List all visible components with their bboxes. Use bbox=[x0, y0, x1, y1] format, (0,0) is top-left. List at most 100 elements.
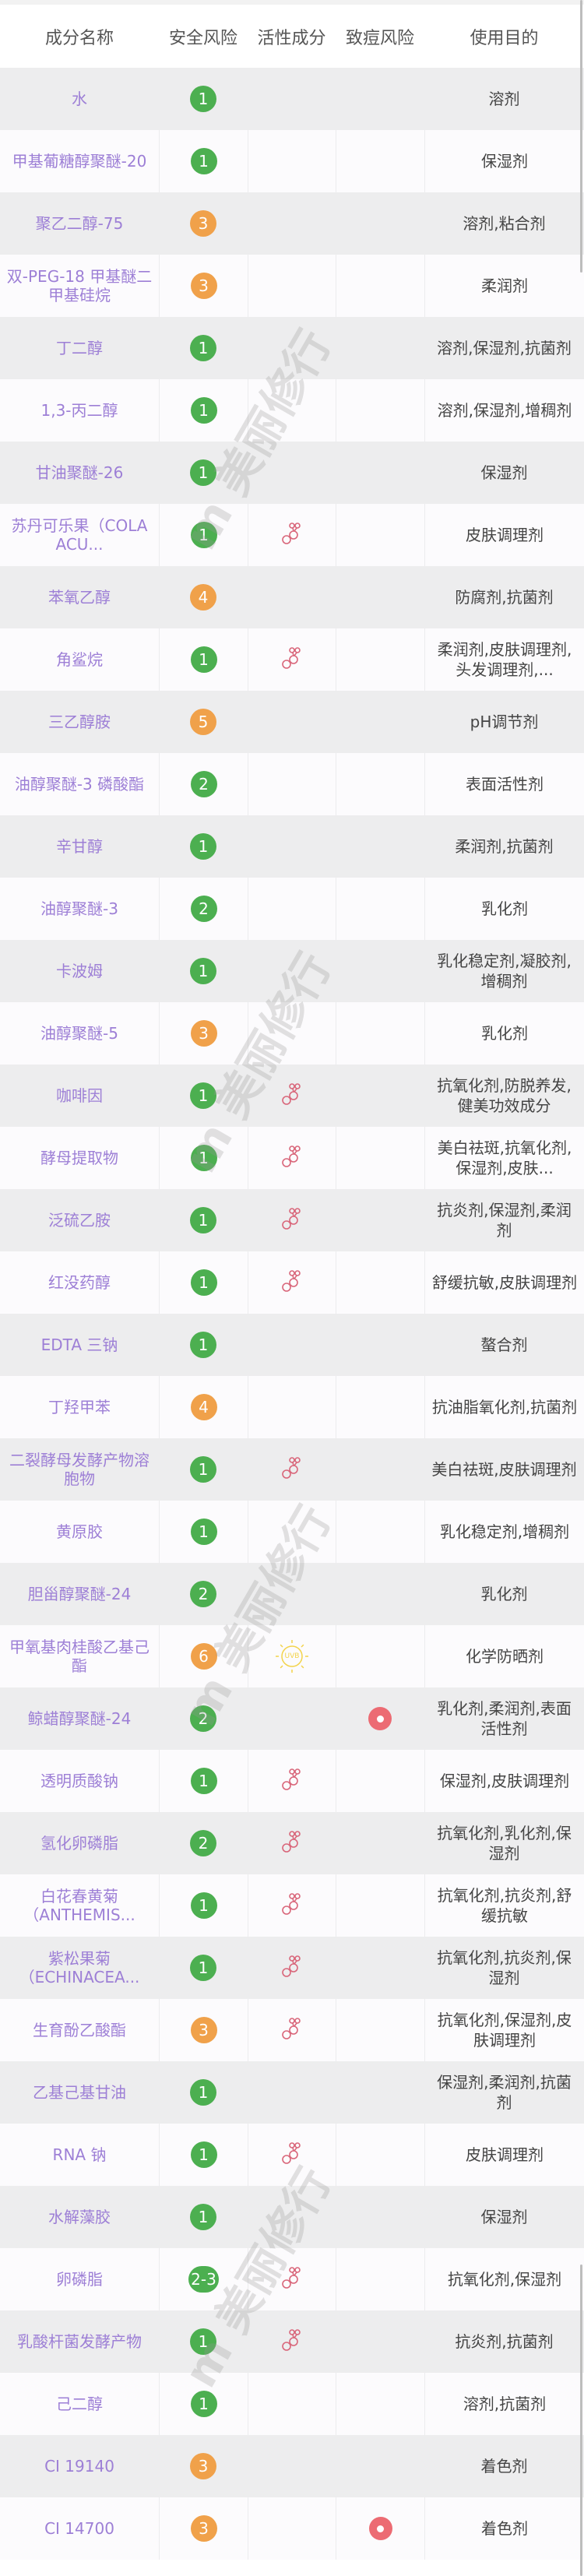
ingredient-name[interactable]: 甲基葡糖醇聚醚-20 bbox=[12, 152, 147, 171]
safety-risk-badge: 3 bbox=[190, 273, 217, 299]
ingredient-name[interactable]: 双-PEG-18 甲基醚二甲基硅烷 bbox=[6, 267, 153, 304]
table-row[interactable]: 酵母提取物 1 美白祛斑,抗氧化剂,保湿剂,皮肤... bbox=[0, 1127, 584, 1189]
table-row[interactable]: CI 14700 3 着色剂 bbox=[0, 2497, 584, 2560]
ingredient-name[interactable]: 鲸蜡醇聚醚-24 bbox=[27, 1709, 132, 1728]
table-row[interactable]: 油醇聚醚-3 磷酸酯 2 表面活性剂 bbox=[0, 753, 584, 815]
header-ingredient-name[interactable]: 成分名称 bbox=[44, 28, 114, 48]
ingredient-name[interactable]: 甲氧基肉桂酸乙基己酯 bbox=[9, 1638, 150, 1675]
ingredient-name[interactable]: 乙基己基甘油 bbox=[33, 2083, 126, 2102]
ingredient-name[interactable]: 二裂酵母发酵产物溶胞物 bbox=[9, 1451, 150, 1488]
table-row[interactable]: EDTA 三钠 1 螯合剂 bbox=[0, 1314, 584, 1376]
ingredient-name[interactable]: 油醇聚醚-3 bbox=[40, 899, 118, 918]
header-acne-risk[interactable]: 致痘风险 bbox=[345, 28, 414, 48]
table-row[interactable]: 丁二醇 1 溶剂,保湿剂,抗菌剂 bbox=[0, 317, 584, 379]
ingredient-name[interactable]: 甘油聚醚-26 bbox=[35, 463, 124, 482]
table-row[interactable]: 甲氧基肉桂酸乙基己酯 6 UVB 化学防晒剂 bbox=[0, 1625, 584, 1687]
table-row[interactable]: 生育酚乙酸酯 3 抗氧化剂,保湿剂,皮肤调理剂 bbox=[0, 1999, 584, 2061]
table-row[interactable]: 甲基葡糖醇聚醚-20 1 保湿剂 bbox=[0, 130, 584, 192]
ingredient-name[interactable]: 红没药醇 bbox=[48, 1273, 111, 1292]
table-row[interactable]: 卵磷脂 2-3 抗氧化剂,保湿剂 bbox=[0, 2248, 584, 2310]
ingredient-name[interactable]: 己二醇 bbox=[56, 2395, 103, 2413]
table-row[interactable]: 卡波姆 1 乳化稳定剂,凝胶剂,增稠剂 bbox=[0, 940, 584, 1002]
table-row[interactable]: 己二醇 1 溶剂,抗菌剂 bbox=[0, 2373, 584, 2435]
ingredient-name[interactable]: 紫松果菊（ECHINACEA... bbox=[19, 1949, 140, 1987]
table-row[interactable]: 紫松果菊（ECHINACEA... 1 抗氧化剂,抗炎剂,保湿剂 bbox=[0, 1937, 584, 1999]
uvb-label: UVB bbox=[284, 1652, 300, 1660]
table-row[interactable]: 丁羟甲苯 4 抗油脂氧化剂,抗菌剂 bbox=[0, 1376, 584, 1438]
safety-cell: 2 bbox=[159, 878, 248, 940]
active-cell bbox=[248, 2373, 336, 2435]
table-row[interactable]: 油醇聚醚-5 3 乳化剂 bbox=[0, 1002, 584, 1065]
ingredient-name[interactable]: 水解藻胶 bbox=[48, 2208, 111, 2226]
ingredient-name[interactable]: 白花春黄菊（ANTHEMIS... bbox=[23, 1887, 135, 1924]
table-row[interactable]: 胆甾醇聚醚-24 2 乳化剂 bbox=[0, 1563, 584, 1625]
table-row[interactable]: 三乙醇胺 5 pH调节剂 bbox=[0, 691, 584, 753]
ingredient-name[interactable]: 透明质酸钠 bbox=[40, 1772, 118, 1790]
ingredient-name[interactable]: 角鲨烷 bbox=[56, 650, 103, 669]
table-row[interactable]: 辛甘醇 1 柔润剂,抗菌剂 bbox=[0, 815, 584, 878]
header-safety-risk[interactable]: 安全风险 bbox=[168, 28, 237, 48]
ingredient-name[interactable]: 聚乙二醇-75 bbox=[35, 214, 124, 233]
ingredient-name[interactable]: 丁羟甲苯 bbox=[48, 1398, 111, 1416]
header-active-ingredient[interactable]: 活性成分 bbox=[257, 28, 326, 48]
table-row[interactable]: 氢化卵磷脂 2 抗氧化剂,乳化剂,保湿剂 bbox=[0, 1812, 584, 1874]
table-row[interactable]: 水解藻胶 1 保湿剂 bbox=[0, 2186, 584, 2248]
header-usage-purpose[interactable]: 使用目的 bbox=[470, 28, 539, 48]
safety-cell: 1 bbox=[159, 2061, 248, 2124]
table-row[interactable]: 黄原胶 1 乳化稳定剂,增稠剂 bbox=[0, 1501, 584, 1563]
table-row[interactable]: 鲸蜡醇聚醚-24 2 乳化剂,柔润剂,表面活性剂 bbox=[0, 1687, 584, 1750]
table-row[interactable]: 乙基己基甘油 1 保湿剂,柔润剂,抗菌剂 bbox=[0, 2061, 584, 2124]
ingredient-name[interactable]: 1,3-丙二醇 bbox=[40, 401, 118, 420]
table-row[interactable]: RNA 钠 1 皮肤调理剂 bbox=[0, 2124, 584, 2186]
ingredient-name[interactable]: CI 14700 bbox=[44, 2519, 114, 2538]
ingredient-name[interactable]: 咖啡因 bbox=[56, 1086, 103, 1105]
ingredient-name[interactable]: 苯氧乙醇 bbox=[48, 588, 111, 607]
safety-cell: 1 bbox=[159, 1065, 248, 1127]
ingredient-name[interactable]: 水 bbox=[72, 90, 87, 108]
ingredient-name[interactable]: 苏丹可乐果（COLA ACU... bbox=[11, 516, 148, 554]
table-row[interactable]: CI 19140 3 着色剂 bbox=[0, 2435, 584, 2497]
ingredient-name[interactable]: 酵母提取物 bbox=[40, 1149, 118, 1167]
scrollbar-lower[interactable] bbox=[580, 2265, 582, 2576]
ingredient-name[interactable]: RNA 钠 bbox=[52, 2145, 107, 2164]
table-row[interactable]: 咖啡因 1 抗氧化剂,防脱养发,健美功效成分 bbox=[0, 1065, 584, 1127]
table-row[interactable]: 白花春黄菊（ANTHEMIS... 1 抗氧化剂,抗炎剂,舒缓抗敏 bbox=[0, 1874, 584, 1937]
acne-cell bbox=[336, 1687, 424, 1750]
table-row[interactable]: 双-PEG-18 甲基醚二甲基硅烷 3 柔润剂 bbox=[0, 255, 584, 317]
table-row[interactable]: 水 1 溶剂 bbox=[0, 68, 584, 130]
scrollbar[interactable] bbox=[580, 0, 582, 273]
safety-risk-badge: 2 bbox=[190, 1705, 216, 1732]
table-row[interactable]: 红没药醇 1 舒缓抗敏,皮肤调理剂 bbox=[0, 1251, 584, 1314]
table-row[interactable]: 苯氧乙醇 4 防腐剂,抗菌剂 bbox=[0, 566, 584, 628]
usage-text: 皮肤调理剂 bbox=[466, 526, 544, 544]
ingredient-name[interactable]: 油醇聚醚-3 磷酸酯 bbox=[14, 775, 145, 794]
ingredient-name[interactable]: 胆甾醇聚醚-24 bbox=[27, 1585, 132, 1603]
table-row[interactable]: 透明质酸钠 1 保湿剂,皮肤调理剂 bbox=[0, 1750, 584, 1812]
ingredient-name[interactable]: 生育酚乙酸酯 bbox=[33, 2021, 126, 2039]
table-row[interactable]: 甘油聚醚-26 1 保湿剂 bbox=[0, 442, 584, 504]
ingredient-name[interactable]: CI 19140 bbox=[44, 2457, 114, 2476]
table-row[interactable]: 泛硫乙胺 1 抗炎剂,保湿剂,柔润剂 bbox=[0, 1189, 584, 1251]
table-row[interactable]: 聚乙二醇-75 3 溶剂,粘合剂 bbox=[0, 192, 584, 255]
table-row[interactable]: 1,3-丙二醇 1 溶剂,保湿剂,增稠剂 bbox=[0, 379, 584, 442]
ingredient-name[interactable]: EDTA 三钠 bbox=[40, 1336, 118, 1354]
ingredient-name[interactable]: 泛硫乙胺 bbox=[48, 1211, 111, 1230]
ingredient-name[interactable]: 黄原胶 bbox=[56, 1522, 103, 1541]
table-row[interactable]: 油醇聚醚-3 2 乳化剂 bbox=[0, 878, 584, 940]
ingredient-name[interactable]: 丁二醇 bbox=[56, 339, 103, 357]
table-row[interactable]: 乳酸杆菌发酵产物 1 抗炎剂,抗菌剂 bbox=[0, 2310, 584, 2373]
ingredient-name[interactable]: 卵磷脂 bbox=[56, 2270, 103, 2289]
safety-risk-badge: 2-3 bbox=[188, 2266, 219, 2293]
ingredient-name[interactable]: 三乙醇胺 bbox=[48, 713, 111, 731]
ingredient-name[interactable]: 辛甘醇 bbox=[56, 837, 103, 856]
ingredient-name[interactable]: 氢化卵磷脂 bbox=[40, 1834, 118, 1853]
uvb-sun-icon: UVB bbox=[275, 1639, 309, 1673]
table-row[interactable]: 苏丹可乐果（COLA ACU... 1 皮肤调理剂 bbox=[0, 504, 584, 566]
ingredient-name[interactable]: 卡波姆 bbox=[56, 962, 103, 980]
name-cell: 聚乙二醇-75 bbox=[0, 192, 159, 255]
table-row[interactable]: 二裂酵母发酵产物溶胞物 1 美白祛斑,皮肤调理剂 bbox=[0, 1438, 584, 1501]
ingredient-name[interactable]: 油醇聚醚-5 bbox=[40, 1024, 118, 1043]
table-row[interactable]: 角鲨烷 1 柔润剂,皮肤调理剂,头发调理剂,... bbox=[0, 628, 584, 691]
name-cell: 白花春黄菊（ANTHEMIS... bbox=[0, 1874, 159, 1937]
ingredient-name[interactable]: 乳酸杆菌发酵产物 bbox=[17, 2332, 142, 2351]
